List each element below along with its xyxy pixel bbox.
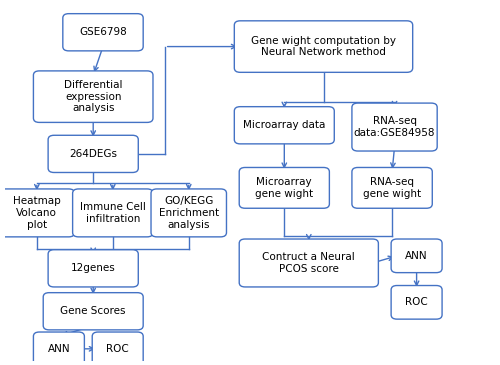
Text: Gene Scores: Gene Scores: [60, 306, 126, 316]
FancyBboxPatch shape: [48, 250, 138, 287]
FancyBboxPatch shape: [239, 168, 330, 208]
Text: ROC: ROC: [106, 344, 129, 354]
Text: ANN: ANN: [48, 344, 70, 354]
FancyBboxPatch shape: [43, 293, 143, 330]
Text: ANN: ANN: [406, 251, 428, 261]
Text: GO/KEGG
Enrichment
analysis: GO/KEGG Enrichment analysis: [158, 196, 219, 230]
Text: Gene wight computation by
Neural Network method: Gene wight computation by Neural Network…: [251, 36, 396, 57]
FancyBboxPatch shape: [34, 332, 84, 365]
Text: Heatmap
Volcano
plot: Heatmap Volcano plot: [13, 196, 60, 230]
FancyBboxPatch shape: [391, 285, 442, 319]
FancyBboxPatch shape: [234, 21, 412, 72]
FancyBboxPatch shape: [352, 103, 437, 151]
Text: Microarray
gene wight: Microarray gene wight: [255, 177, 314, 199]
FancyBboxPatch shape: [48, 135, 138, 173]
Text: Differential
expression
analysis: Differential expression analysis: [64, 80, 122, 113]
FancyBboxPatch shape: [72, 189, 153, 237]
Text: ROC: ROC: [405, 297, 428, 307]
Text: RNA-seq
gene wight: RNA-seq gene wight: [363, 177, 421, 199]
FancyBboxPatch shape: [239, 239, 378, 287]
FancyBboxPatch shape: [34, 71, 153, 122]
Text: 12genes: 12genes: [71, 264, 116, 273]
FancyBboxPatch shape: [151, 189, 226, 237]
FancyBboxPatch shape: [391, 239, 442, 273]
Text: Immune Cell
infiltration: Immune Cell infiltration: [80, 202, 146, 224]
FancyBboxPatch shape: [0, 189, 74, 237]
Text: 264DEGs: 264DEGs: [69, 149, 117, 159]
FancyBboxPatch shape: [352, 168, 432, 208]
Text: Microarray data: Microarray data: [243, 120, 326, 130]
Text: Contruct a Neural
PCOS score: Contruct a Neural PCOS score: [262, 252, 355, 274]
Text: GSE6798: GSE6798: [79, 27, 127, 37]
FancyBboxPatch shape: [63, 14, 143, 51]
FancyBboxPatch shape: [92, 332, 143, 365]
Text: RNA-seq
data:GSE84958: RNA-seq data:GSE84958: [354, 116, 436, 138]
FancyBboxPatch shape: [234, 107, 334, 144]
